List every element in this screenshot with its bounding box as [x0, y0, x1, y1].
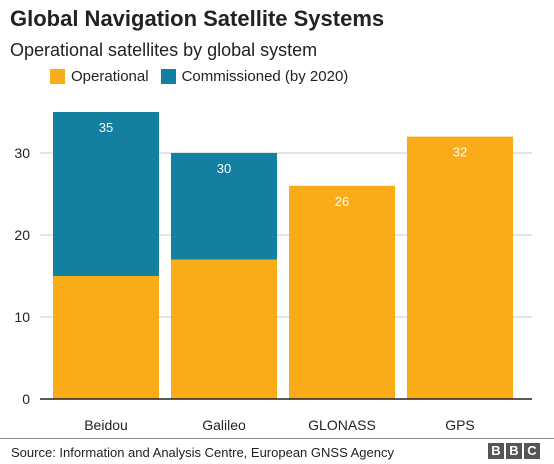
bbc-logo-letter: B [488, 443, 504, 459]
legend-label-commissioned: Commissioned (by 2020) [181, 68, 349, 85]
y-tick-label: 20 [14, 227, 30, 243]
x-tick-label: Beidou [84, 417, 128, 433]
x-tick-label: GLONASS [308, 417, 376, 433]
legend: Operational Commissioned (by 2020) [50, 68, 360, 85]
legend-item-commissioned: Commissioned (by 2020) [160, 68, 349, 85]
footer-divider [0, 438, 554, 439]
bar-value-label: 30 [217, 161, 231, 176]
bar-value-label: 35 [99, 120, 113, 135]
bar-commissioned [171, 153, 277, 260]
x-tick-label: GPS [445, 417, 475, 433]
chart-subtitle: Operational satellites by global system [10, 40, 318, 60]
y-tick-label: 30 [14, 145, 30, 161]
y-tick-label: 10 [14, 309, 30, 325]
bbc-logo-letter: B [506, 443, 522, 459]
legend-swatch-commissioned [160, 69, 176, 84]
legend-item-operational: Operational [50, 68, 149, 85]
legend-swatch-operational [50, 69, 65, 84]
chart-title: Global Navigation Satellite Systems [10, 6, 385, 31]
bbc-logo: B B C [488, 443, 540, 459]
bar-value-label: 32 [453, 145, 467, 160]
bar-operational [407, 136, 513, 399]
y-tick-label: 0 [22, 391, 30, 407]
x-tick-label: Galileo [202, 417, 246, 433]
source-note: Source: Information and Analysis Centre,… [11, 445, 394, 460]
bar-operational [53, 276, 159, 399]
bar-chart: 0 10 20 30 35 Beidou 30 Galileo 26 GLONASS 32 GPS [14, 112, 532, 433]
bar-value-label: 26 [335, 194, 349, 209]
bbc-logo-letter: C [524, 443, 540, 459]
bar-operational [171, 259, 277, 399]
bar-operational [289, 185, 395, 399]
bar-commissioned [53, 112, 159, 276]
legend-label-operational: Operational [71, 68, 149, 85]
